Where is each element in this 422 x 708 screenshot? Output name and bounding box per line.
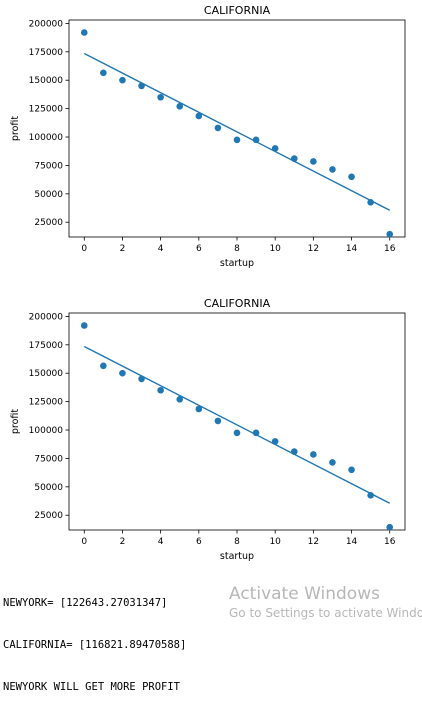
chart2-x-tick-label-4: 8 bbox=[234, 537, 240, 547]
chart2-data-point-1 bbox=[100, 362, 107, 370]
chart1-y-axis-label: profit bbox=[10, 116, 21, 142]
chart2-data-point-7 bbox=[214, 417, 222, 425]
chart1-y-tick-label-0: 25000 bbox=[34, 218, 63, 228]
chart2-x-tick-label-6: 12 bbox=[308, 537, 319, 547]
chart1-x-tick-label-2: 4 bbox=[158, 244, 164, 254]
chart1-data-point-11 bbox=[290, 155, 298, 162]
chart2-data-point-11 bbox=[290, 448, 298, 455]
chart1-title: CALIFORNIA bbox=[204, 4, 271, 17]
chart2-data-point-16 bbox=[386, 523, 394, 531]
chart1-trend-line bbox=[83, 52, 391, 211]
chart2-y-tick-label-0: 25000 bbox=[34, 511, 63, 521]
chart2-data-point-12 bbox=[310, 451, 317, 458]
chart1-y-tick-label-3: 100000 bbox=[29, 133, 64, 143]
output-line-california: CALIFORNIA= [116821.89470588] bbox=[3, 639, 187, 651]
chart2-y-tick-label-1: 50000 bbox=[34, 483, 63, 493]
chart1-data-point-13 bbox=[329, 166, 336, 173]
chart2-trend-line bbox=[83, 345, 391, 504]
chart1-data-point-6 bbox=[195, 112, 203, 120]
chart1-data-point-0 bbox=[80, 29, 88, 36]
chart2-data-point-4 bbox=[157, 386, 164, 394]
chart2-y-tick-label-4: 125000 bbox=[29, 398, 64, 408]
chart1-x-tick-label-6: 12 bbox=[308, 244, 319, 254]
chart-bottom-svg: CALIFORNIA 0 2 4 6 8 10 12 14 16 25000 50000 75000 10… bbox=[10, 297, 406, 562]
chart1-data-point-12 bbox=[310, 158, 317, 165]
chart1-data-point-2 bbox=[119, 76, 126, 84]
chart1-x-tick-label-5: 10 bbox=[269, 244, 281, 254]
output-line-newyork: NEWYORK= [122643.27031347] bbox=[3, 597, 168, 609]
chart1-data-point-1 bbox=[100, 69, 107, 77]
chart2-y-tick-label-6: 175000 bbox=[29, 341, 64, 351]
watermark-subtitle: Go to Settings to activate Windows. bbox=[229, 606, 422, 620]
chart1-x-tick-label-0: 0 bbox=[81, 244, 87, 254]
chart1-y-tick-label-7: 200000 bbox=[29, 19, 64, 29]
console-output: NEWYORK= [122643.27031347] CALIFORNIA= [… bbox=[3, 568, 186, 708]
chart2-x-tick-label-0: 0 bbox=[81, 537, 87, 547]
chart2-data-point-0 bbox=[80, 322, 88, 329]
chart1-data-point-9 bbox=[252, 136, 260, 144]
chart2-y-tick-label-3: 100000 bbox=[29, 426, 64, 436]
chart2-x-tick-label-8: 16 bbox=[384, 537, 396, 547]
chart2-y-axis-label: profit bbox=[10, 409, 21, 435]
chart1-data-point-4 bbox=[157, 93, 164, 101]
chart1-x-tick-label-8: 16 bbox=[384, 244, 396, 254]
chart1-data-point-14 bbox=[348, 173, 355, 181]
chart2-data-point-10 bbox=[271, 438, 279, 445]
chart1-plot-frame bbox=[68, 19, 406, 238]
chart1-y-tick-label-5: 150000 bbox=[29, 76, 64, 86]
chart2-y-tick-label-2: 75000 bbox=[34, 454, 63, 464]
chart2-y-tick-label-5: 150000 bbox=[29, 369, 64, 379]
chart2-data-point-13 bbox=[329, 459, 336, 466]
output-line-verdict: NEWYORK WILL GET MORE PROFIT bbox=[3, 681, 181, 693]
chart-top-svg: CALIFORNIA 0 2 4 6 8 10 12 14 16 25000 50000 75000 10… bbox=[10, 4, 406, 269]
chart1-data-point-5 bbox=[176, 103, 184, 110]
chart1-data-point-16 bbox=[386, 230, 394, 238]
chart2-x-tick-label-7: 14 bbox=[346, 537, 358, 547]
chart2-data-point-5 bbox=[176, 396, 184, 403]
chart2-x-axis-label: startup bbox=[220, 551, 254, 562]
chart1-x-tick-label-3: 6 bbox=[196, 244, 202, 254]
chart2-data-point-6 bbox=[195, 405, 203, 413]
chart1-y-tick-label-2: 75000 bbox=[34, 161, 63, 171]
chart2-x-tick-label-5: 10 bbox=[269, 537, 281, 547]
chart1-x-tick-label-7: 14 bbox=[346, 244, 358, 254]
chart2-plot-frame bbox=[68, 312, 406, 531]
activation-watermark: Activate Windows Go to Settings to activ… bbox=[229, 583, 422, 621]
chart2-data-point-2 bbox=[119, 369, 126, 377]
chart1-data-point-3 bbox=[138, 82, 145, 90]
chart2-title: CALIFORNIA bbox=[204, 297, 271, 310]
chart1-data-point-8 bbox=[233, 136, 241, 144]
chart1-x-axis-label: startup bbox=[220, 258, 254, 269]
chart2-data-point-14 bbox=[348, 466, 355, 474]
chart2-x-tick-label-3: 6 bbox=[196, 537, 202, 547]
watermark-title: Activate Windows bbox=[229, 584, 380, 604]
chart2-y-tick-label-7: 200000 bbox=[29, 312, 64, 322]
chart2-data-point-15 bbox=[367, 492, 374, 499]
chart2-data-point-3 bbox=[138, 375, 145, 383]
chart2-data-point-8 bbox=[233, 429, 241, 437]
chart1-data-point-15 bbox=[367, 199, 374, 206]
chart-bottom: CALIFORNIA 0 2 4 6 8 10 12 14 16 25000 50000 75000 10… bbox=[0, 293, 422, 583]
chart1-x-tick-label-4: 8 bbox=[234, 244, 240, 254]
chart1-y-tick-label-4: 125000 bbox=[29, 105, 64, 115]
chart1-y-tick-label-1: 50000 bbox=[34, 190, 63, 200]
chart1-data-point-10 bbox=[271, 145, 279, 152]
chart2-x-tick-label-2: 4 bbox=[158, 537, 164, 547]
chart2-x-tick-label-1: 2 bbox=[120, 537, 126, 547]
chart-top: CALIFORNIA 0 2 4 6 8 10 12 14 16 25000 50000 75000 10… bbox=[0, 0, 422, 290]
chart2-data-point-9 bbox=[252, 429, 260, 437]
chart1-y-tick-label-6: 175000 bbox=[29, 48, 64, 58]
chart1-data-point-7 bbox=[214, 124, 222, 132]
chart1-x-tick-label-1: 2 bbox=[120, 244, 126, 254]
